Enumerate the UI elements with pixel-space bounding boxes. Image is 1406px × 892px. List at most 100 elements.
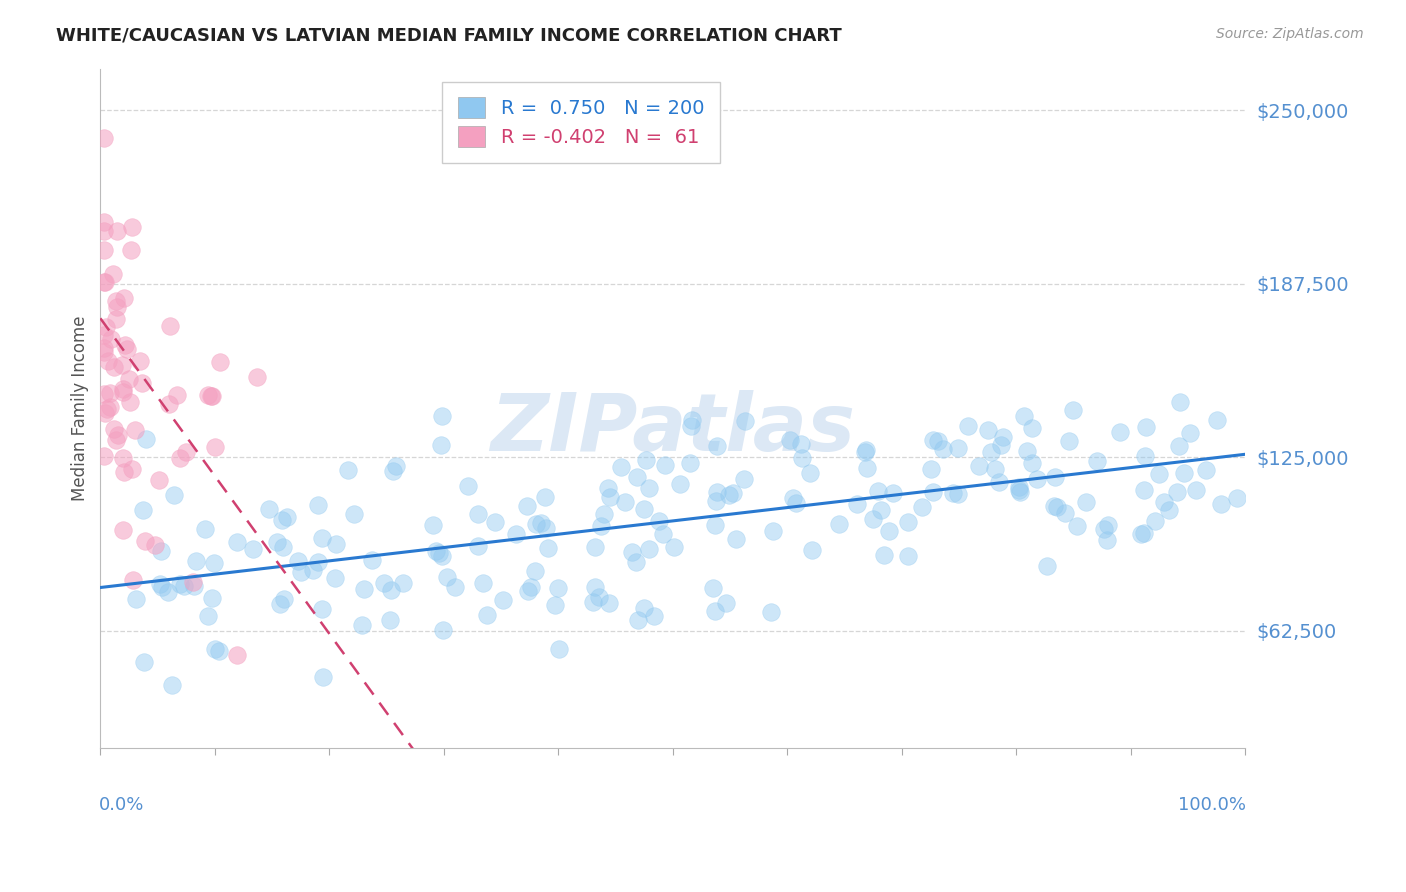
Point bbox=[956, 418, 979, 433]
Point bbox=[799, 466, 821, 480]
Point bbox=[1147, 467, 1170, 482]
Point bbox=[183, 575, 205, 590]
Point bbox=[111, 358, 134, 372]
Point bbox=[97, 354, 120, 368]
Point bbox=[443, 580, 465, 594]
Point bbox=[475, 607, 498, 622]
Point bbox=[637, 481, 659, 495]
Point bbox=[273, 591, 295, 606]
Point bbox=[987, 475, 1010, 489]
Point bbox=[980, 445, 1002, 459]
Point bbox=[866, 484, 889, 499]
Point bbox=[93, 450, 115, 464]
Point bbox=[624, 555, 647, 569]
Point bbox=[1109, 425, 1132, 439]
Point bbox=[790, 437, 813, 451]
Point bbox=[201, 389, 224, 403]
Point bbox=[467, 507, 489, 521]
Point bbox=[226, 535, 249, 549]
Point bbox=[112, 382, 135, 396]
Point bbox=[517, 583, 540, 598]
Point bbox=[200, 389, 222, 403]
Point bbox=[621, 545, 644, 559]
Point bbox=[534, 521, 557, 535]
Point bbox=[592, 507, 614, 521]
Point bbox=[225, 648, 247, 663]
Point bbox=[183, 579, 205, 593]
Point bbox=[93, 224, 115, 238]
Point bbox=[717, 488, 740, 502]
Point bbox=[257, 502, 280, 516]
Point bbox=[1195, 463, 1218, 477]
Point bbox=[121, 461, 143, 475]
Point bbox=[311, 531, 333, 545]
Point bbox=[591, 519, 613, 533]
Point bbox=[681, 418, 703, 433]
Point bbox=[505, 527, 527, 541]
Point bbox=[668, 476, 690, 491]
Point bbox=[430, 409, 453, 423]
Point bbox=[548, 641, 571, 656]
Point bbox=[530, 516, 553, 530]
Point bbox=[103, 359, 125, 374]
Point bbox=[242, 541, 264, 556]
Point bbox=[491, 593, 513, 607]
Point bbox=[1168, 440, 1191, 454]
Point bbox=[598, 481, 620, 495]
Text: Source: ZipAtlas.com: Source: ZipAtlas.com bbox=[1216, 27, 1364, 41]
Point bbox=[1085, 453, 1108, 467]
Point bbox=[1012, 409, 1035, 423]
Point bbox=[131, 502, 153, 516]
Point bbox=[373, 576, 395, 591]
Point bbox=[714, 596, 737, 610]
Point bbox=[897, 515, 920, 529]
Point bbox=[93, 215, 115, 229]
Point bbox=[1008, 483, 1031, 497]
Point bbox=[1097, 518, 1119, 533]
Point bbox=[984, 462, 1007, 476]
Point bbox=[855, 442, 877, 457]
Point bbox=[352, 618, 374, 632]
Point bbox=[520, 580, 543, 594]
Point bbox=[430, 438, 453, 452]
Point bbox=[270, 513, 292, 527]
Point bbox=[636, 453, 658, 467]
Point bbox=[679, 456, 702, 470]
Point bbox=[862, 511, 884, 525]
Point bbox=[173, 579, 195, 593]
Point bbox=[157, 397, 180, 411]
Point bbox=[436, 570, 458, 584]
Point bbox=[922, 485, 945, 500]
Point bbox=[734, 414, 756, 428]
Point bbox=[118, 372, 141, 386]
Point bbox=[202, 556, 225, 570]
Point bbox=[308, 498, 330, 512]
Point bbox=[432, 623, 454, 637]
Point bbox=[115, 342, 138, 356]
Point bbox=[107, 428, 129, 442]
Point bbox=[990, 438, 1012, 452]
Point bbox=[382, 464, 405, 478]
Point bbox=[1133, 483, 1156, 497]
Point bbox=[845, 497, 868, 511]
Point bbox=[124, 424, 146, 438]
Point bbox=[1062, 403, 1084, 417]
Point bbox=[120, 243, 142, 257]
Point bbox=[307, 555, 329, 569]
Point bbox=[105, 224, 128, 238]
Point bbox=[186, 554, 208, 568]
Point bbox=[1209, 497, 1232, 511]
Point bbox=[484, 515, 506, 529]
Point bbox=[654, 458, 676, 472]
Point bbox=[311, 602, 333, 616]
Point bbox=[1043, 470, 1066, 484]
Point bbox=[648, 514, 671, 528]
Point bbox=[93, 328, 115, 343]
Point bbox=[104, 294, 127, 309]
Point bbox=[266, 535, 288, 549]
Point bbox=[134, 533, 156, 548]
Point bbox=[166, 388, 188, 402]
Point bbox=[287, 554, 309, 568]
Point bbox=[1157, 503, 1180, 517]
Point bbox=[111, 523, 134, 537]
